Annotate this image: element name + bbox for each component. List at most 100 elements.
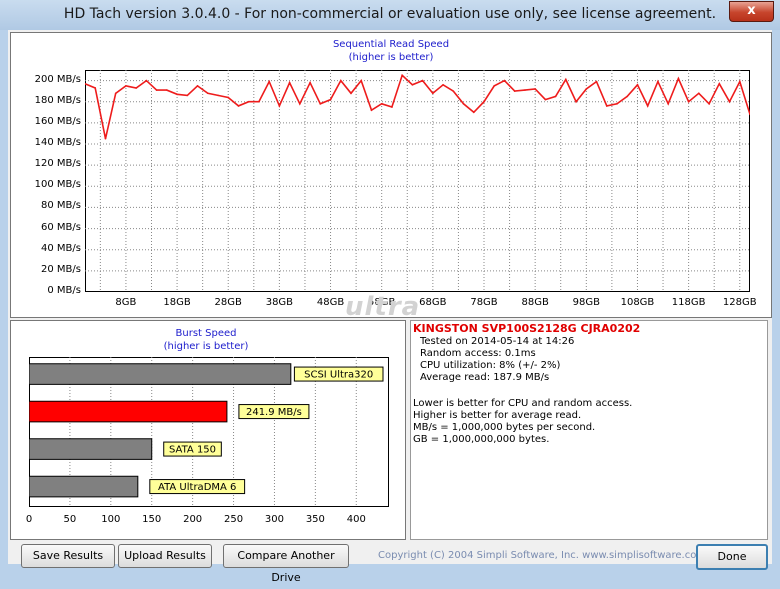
sequential-chart-panel: Sequential Read Speed (higher is better)… <box>10 32 772 318</box>
sequential-data-point <box>595 80 598 83</box>
sequential-data-point <box>452 90 455 92</box>
burst-bar-label: SATA 150 <box>169 445 216 456</box>
burst-x-tick-label: 300 <box>264 514 284 525</box>
sequential-data-point <box>738 80 741 83</box>
burst-x-tick-label: 100 <box>101 514 121 525</box>
burst-bar-label: SCSI Ultra320 <box>304 370 373 381</box>
burst-bar <box>29 438 153 460</box>
sequential-data-point <box>258 100 260 103</box>
burst-chart-panel: Burst Speed (higher is better) SCSI Ultr… <box>10 320 406 540</box>
sequential-data-point <box>493 85 496 87</box>
sequential-chart-subtitle: (higher is better) <box>348 52 434 63</box>
upload-results-button[interactable]: Upload Results <box>118 544 212 568</box>
sequential-data-point <box>462 103 465 105</box>
sequential-data-point <box>299 103 301 105</box>
sequential-data-point <box>667 103 669 105</box>
sequential-read-series-line <box>85 73 750 139</box>
sequential-data-point <box>698 92 700 95</box>
sequential-data-point <box>125 85 127 87</box>
burst-bar-label-box <box>163 441 222 457</box>
y-tick-label: 80 MB/s <box>41 200 81 212</box>
x-tick-label: 48GB <box>316 297 345 308</box>
y-tick-label: 140 MB/s <box>34 137 81 148</box>
note-gb-definition: GB = 1,000,000,000 bytes. <box>413 434 550 445</box>
average-read: Average read: 187.9 MB/s <box>420 372 550 383</box>
sequential-data-point <box>708 103 710 105</box>
save-results-button[interactable]: Save Results <box>21 544 115 568</box>
sequential-data-point <box>728 100 731 103</box>
y-tick-label: 200 MB/s <box>34 73 81 85</box>
sequential-plot-frame <box>85 70 750 292</box>
y-tick-label: 40 MB/s <box>41 242 81 254</box>
sequential-data-point <box>605 105 608 107</box>
sequential-data-point <box>319 103 322 105</box>
x-tick-label: 128GB <box>722 297 757 308</box>
sequential-data-point <box>411 84 414 86</box>
sequential-data-point <box>749 113 750 116</box>
burst-chart-subtitle: (higher is better) <box>163 341 249 352</box>
note-mbs-definition: MB/s = 1,000,000 bytes per second. <box>413 422 596 433</box>
sequential-data-point <box>513 90 516 92</box>
sequential-data-point <box>524 89 526 91</box>
x-tick-label: 38GB <box>265 297 294 308</box>
burst-bar-label: ATA UltraDMA 6 <box>158 482 236 493</box>
sequential-data-point <box>217 94 219 97</box>
sequential-data-point <box>339 79 342 82</box>
burst-x-tick-label: 400 <box>346 514 366 525</box>
sequential-data-point <box>247 100 250 103</box>
burst-x-tick-label: 250 <box>223 514 244 525</box>
sequential-data-point <box>646 105 649 107</box>
sequential-data-point <box>534 88 536 90</box>
close-button[interactable]: x <box>729 1 774 22</box>
sequential-data-point <box>554 95 557 98</box>
y-tick-label: 60 MB/s <box>41 221 81 233</box>
burst-x-tick-label: 0 <box>25 514 33 525</box>
sequential-data-point <box>687 100 690 103</box>
random-access: Random access: 0.1ms <box>420 348 536 359</box>
sequential-data-point <box>114 92 117 95</box>
sequential-data-point <box>442 84 444 86</box>
compare-another-drive-button[interactable]: Compare Another Drive <box>223 544 349 584</box>
note-higher-better: Higher is better for average read. <box>413 410 582 421</box>
burst-bar-label: 241.9 MB/s <box>246 407 302 418</box>
sequential-data-point <box>677 77 680 80</box>
sequential-data-point <box>370 109 373 111</box>
burst-bar <box>29 400 228 423</box>
done-button[interactable]: Done <box>696 544 768 570</box>
copyright-text: Copyright (C) 2004 Simpli Software, Inc.… <box>378 550 707 561</box>
sequential-data-point <box>350 92 352 95</box>
sequential-data-point <box>237 105 240 107</box>
y-tick-label: 0 MB/s <box>47 285 81 296</box>
sequential-data-point <box>575 100 577 103</box>
sequential-plot-area <box>85 70 750 292</box>
burst-x-tick-label: 200 <box>183 514 203 525</box>
sequential-data-point <box>380 103 383 105</box>
sequential-data-point <box>585 88 588 90</box>
x-tick-label: 78GB <box>470 297 498 308</box>
client-area: Sequential Read Speed (higher is better)… <box>8 30 772 584</box>
burst-bar-label-box <box>149 479 246 495</box>
sequential-data-point <box>329 98 332 101</box>
sequential-data-point <box>104 137 107 140</box>
x-tick-label: 28GB <box>214 297 242 308</box>
sequential-data-point <box>288 81 291 84</box>
sequential-data-point <box>626 95 629 98</box>
x-tick-label: 118GB <box>671 297 706 308</box>
watermark-text: ultra <box>345 292 421 322</box>
y-tick-label: 100 MB/s <box>34 179 81 191</box>
sequential-data-point <box>227 96 230 99</box>
burst-chart-title: Burst Speed <box>175 328 237 339</box>
x-tick-label: 108GB <box>620 297 655 308</box>
sequential-data-point <box>401 74 403 77</box>
burst-bar-label-box <box>238 404 310 420</box>
sequential-data-point <box>718 82 721 85</box>
note-lower-better: Lower is better for CPU and random acces… <box>413 398 633 409</box>
y-tick-label: 120 MB/s <box>34 158 81 170</box>
x-tick-label: 18GB <box>163 297 191 308</box>
sequential-data-point <box>166 89 168 91</box>
burst-bar-label-box <box>293 366 384 382</box>
burst-x-tick-label: 150 <box>142 514 162 525</box>
sequential-data-point <box>268 80 270 83</box>
x-tick-label: 8GB <box>115 297 137 308</box>
sequential-data-point <box>206 92 209 95</box>
